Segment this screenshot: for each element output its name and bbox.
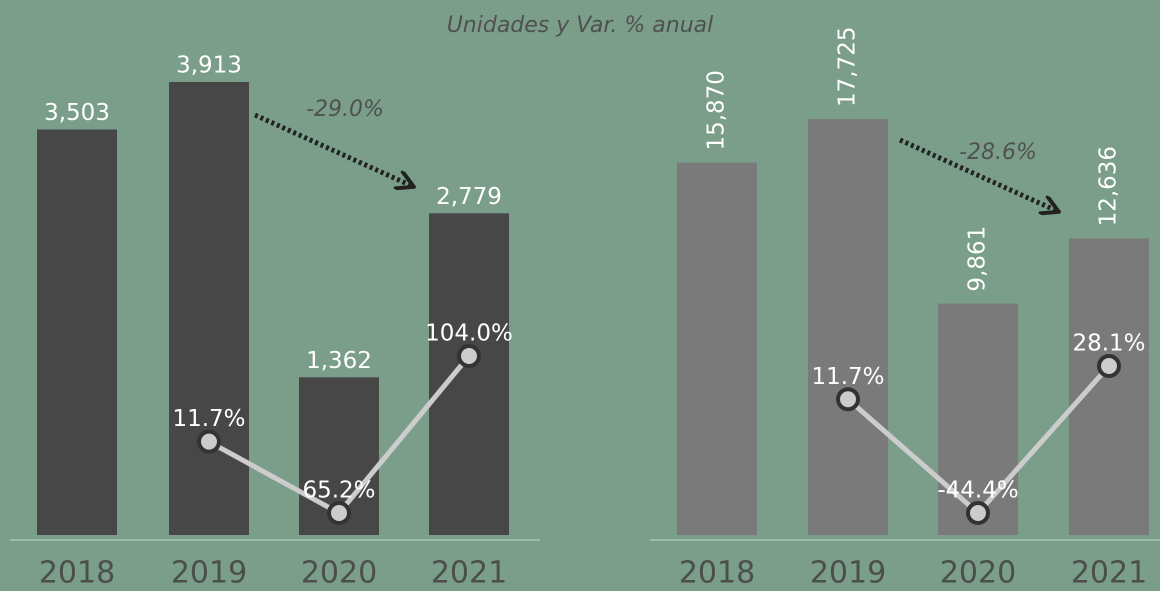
x-tick-label: 2021: [431, 556, 507, 591]
line-value-label: 28.1%: [1072, 331, 1145, 357]
bar: [808, 119, 888, 535]
bar: [677, 162, 757, 535]
line-point: [197, 429, 221, 454]
bar: [1069, 238, 1149, 535]
annotation: -28.6%: [959, 140, 1037, 165]
line-value-label: -44.4%: [937, 478, 1018, 504]
x-tick-label: 2019: [810, 556, 886, 591]
value-label: 17,725: [835, 27, 861, 107]
line-point: [327, 501, 351, 525]
line-value-label: 65.2%: [302, 478, 375, 504]
value-label: 3,913: [176, 53, 242, 79]
x-tick-label: 2020: [940, 556, 1016, 591]
x-tick-label: 2018: [39, 556, 115, 591]
line-value-label: 11.7%: [172, 406, 245, 432]
value-label: 3,503: [44, 100, 110, 126]
bar: [938, 303, 1018, 535]
bar: [37, 129, 117, 536]
line-value-label: 11.7%: [811, 364, 884, 390]
value-label: 12,636: [1096, 146, 1122, 226]
line-point: [966, 501, 990, 525]
value-label: 1,362: [306, 348, 372, 374]
subtitle: Unidades y Var. % anual: [447, 13, 714, 38]
bar: [169, 82, 249, 535]
x-tick-label: 2018: [679, 556, 755, 591]
bar: [429, 213, 509, 535]
arrow: [253, 112, 412, 186]
x-tick-label: 2021: [1071, 556, 1147, 591]
line-point: [836, 387, 860, 412]
arrow: [898, 137, 1057, 211]
line-point: [1097, 354, 1121, 378]
x-tick-label: 2019: [171, 556, 247, 591]
value-label: 9,861: [965, 226, 991, 292]
x-tick-label: 2020: [301, 556, 377, 591]
line-point: [457, 344, 481, 368]
line-value-label: 104.0%: [425, 321, 513, 347]
value-label: 2,779: [436, 184, 502, 210]
annotation: -29.0%: [306, 97, 384, 122]
value-label: 15,870: [704, 70, 730, 150]
